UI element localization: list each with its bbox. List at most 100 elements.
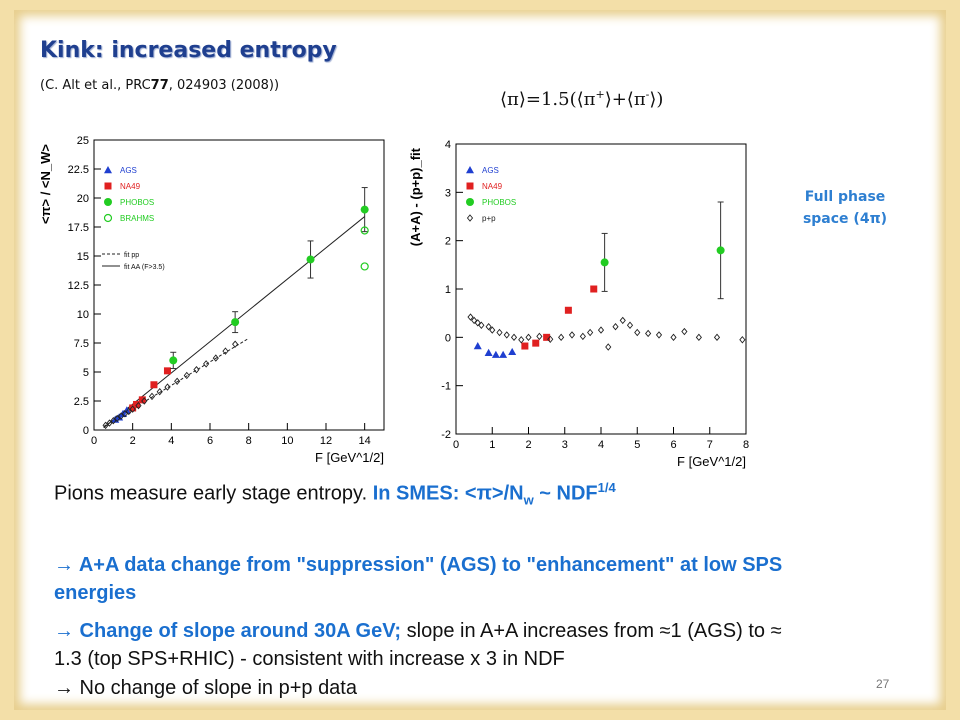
data-point-phobos [169,356,178,365]
data-point-ags [491,350,500,358]
legend-fit-label: fit AA (F>3.5) [124,264,165,271]
y-tick-label: 0 [445,332,451,344]
data-point-pp [148,392,156,401]
data-point-ags [122,406,131,414]
data-point-phobos [360,205,369,214]
x-tick-label: 10 [281,435,293,447]
line1-blue2: ~ NDF [533,482,598,505]
data-point-pp [471,316,478,325]
x-tick-label: 7 [707,439,713,451]
data-point-pp [478,321,485,329]
legend-fit-label: fit pp [124,252,139,259]
y-tick-label: 3 [445,187,451,199]
data-point-na [532,339,540,347]
data-point-pp [474,319,481,327]
body-line-2: → A+A data change from "suppression" (AG… [54,554,783,576]
data-point-pp [485,322,492,331]
y-tick-label: 0 [83,425,89,437]
legend-label: NA49 [482,182,503,191]
y-tick-label: 7.5 [74,338,89,350]
x-tick-label: 1 [489,439,495,451]
citation-suffix: , 024903 (2008)) [168,78,280,93]
data-point-pp [597,326,605,334]
citation-prefix: (C. Alt et al., PRC [40,78,151,93]
data-point-pp [156,388,163,396]
y-tick-label: 2 [445,236,451,248]
formula-mid: ⟩+⟨π [604,89,646,110]
x-axis-label: F [GeV^1/2] [677,454,746,469]
x-tick-label: 2 [130,435,136,447]
data-point-pp [634,328,641,337]
pion-formula: ⟨π⟩=1.5(⟨π+⟩+⟨π-⟩) [500,88,663,110]
legend-marker [104,182,112,190]
y-tick-label: 1 [445,284,451,296]
data-point-pp [536,332,543,341]
data-point-phobos [231,318,240,327]
body-line-1: Pions measure early stage entropy. In SM… [54,480,616,508]
data-point-pp [655,331,663,339]
data-point-pp [670,333,677,342]
data-point-phobos [306,255,315,264]
x-tick-label: 8 [743,439,749,451]
data-point-pp [489,326,496,334]
data-point-pp [695,333,702,342]
body-line-4: → Change of slope around 30A GeV; slope … [54,620,782,643]
data-point-pp [174,377,181,385]
y-tick-label: 20 [77,193,89,205]
y-tick-label: -1 [441,381,451,393]
data-point-pp [558,333,565,342]
data-point-pp [110,417,117,425]
chart-pion-per-wounded-nucleon: 0 2 4 6 8 10 12 14 0 2.5 5 7.5 10 12.5 15 17.5 20 22.5 25 F… [38,135,385,465]
legend-label: PHOBOS [482,198,516,207]
data-point-pp [626,321,634,329]
data-point-pp [141,397,148,405]
chart-difference-aa-pp: 0 1 2 3 4 5 6 7 8 -2 -1 0 1 2 3 4 F [GeV^1/2] (A+A) - (p+… [408,139,749,469]
data-point-pp [525,333,532,342]
data-point-pp [135,401,142,410]
body-line-5: 1.3 (top SPS+RHIC) - consistent with inc… [54,648,565,670]
x-tick-label: 4 [168,435,174,447]
y-tick-label: -2 [441,429,451,441]
y-tick-label: 22.5 [68,164,89,176]
y-tick-label: 25 [77,135,89,147]
y-tick-label: 4 [445,139,451,151]
legend-label: AGS [120,166,137,175]
data-point-pp [739,336,746,344]
y-axis-label: <π> / <N_W> [38,144,53,224]
y-tick-label: 5 [83,367,89,379]
body-line-3: energies [54,582,137,604]
side-note: Full phase space (4π) [790,186,900,230]
data-point-pp [121,410,129,418]
data-point-pp [164,383,171,391]
data-point-na [543,333,551,341]
legend-marker [466,198,474,206]
data-point-brahms [360,262,369,271]
side-note-line1: Full phase [804,189,886,205]
x-tick-label: 4 [598,439,604,451]
legend-label: PHOBOS [120,198,154,207]
data-point-pp [102,421,109,430]
side-note-line2: space (4π) [802,211,888,227]
y-tick-label: 15 [77,251,89,263]
line1-sub: w [523,492,534,508]
x-tick-label: 14 [359,435,371,447]
line1-plain: Pions measure early stage entropy. [54,482,373,505]
data-point-pp [568,331,576,339]
data-point-pp [232,340,239,348]
data-point-pp [125,407,132,416]
data-point-pp [579,332,586,341]
citation: (C. Alt et al., PRC77, 024903 (2008)) [40,78,279,93]
x-tick-label: 6 [670,439,676,451]
legend-marker [466,214,474,222]
x-tick-label: 8 [246,435,252,447]
legend-label: NA49 [120,182,141,191]
data-point-pp [114,414,121,423]
data-point-na [163,367,171,375]
y-axis-label: (A+A) - (p+p)_fit [408,147,423,246]
legend-marker [466,182,474,190]
data-point-na [150,381,158,389]
x-tick-label: 12 [320,435,332,447]
x-tick-label: 0 [453,439,459,451]
x-tick-label: 0 [91,435,97,447]
data-point-na [521,342,529,350]
